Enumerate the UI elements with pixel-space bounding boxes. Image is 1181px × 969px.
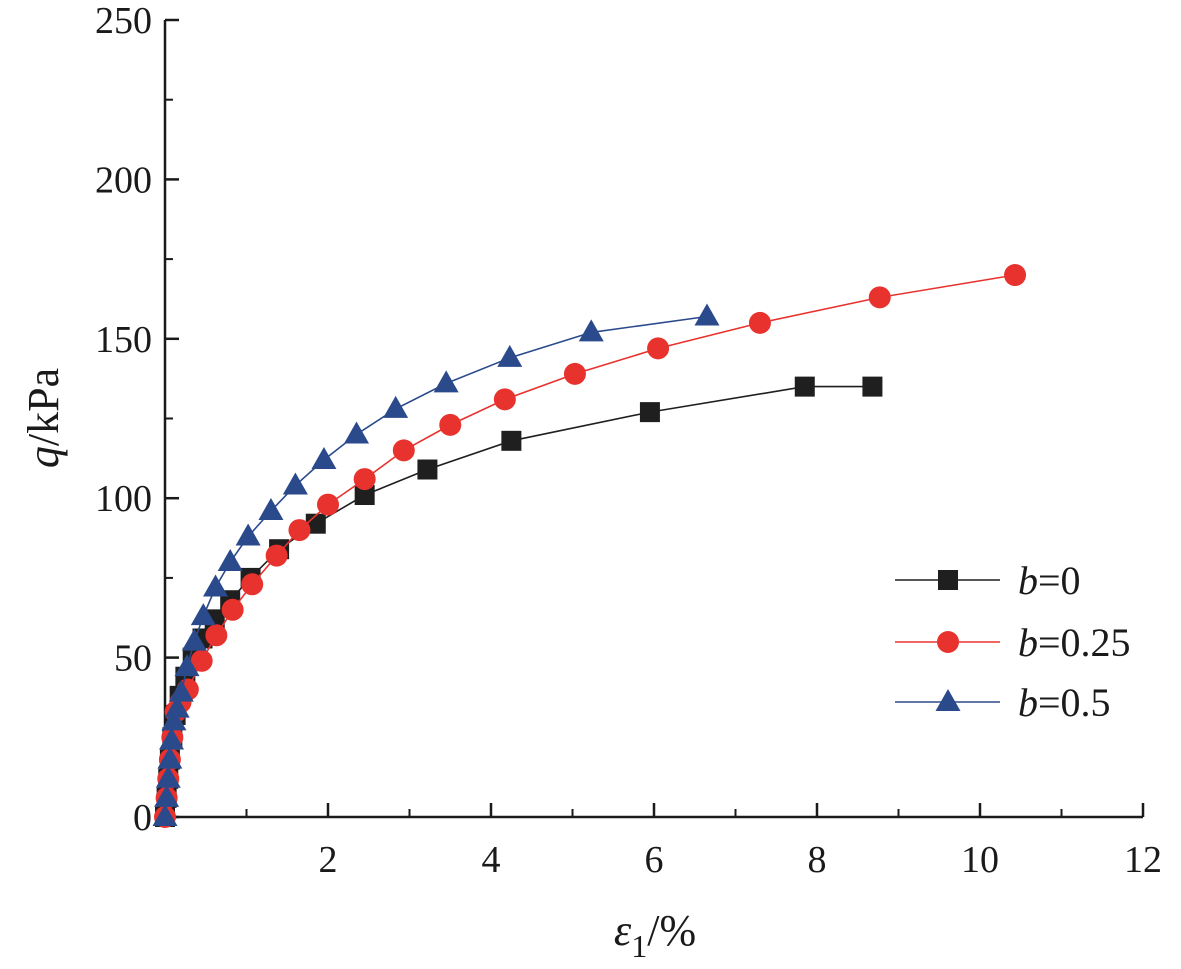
- series-layer: [152, 264, 1027, 828]
- legend-label-value: =0.5: [1038, 680, 1111, 725]
- data-point: [258, 497, 284, 520]
- data-point: [265, 544, 288, 567]
- y-tick-label: 100: [95, 478, 152, 520]
- data-point: [159, 727, 185, 750]
- svg-text:q/kPa: q/kPa: [19, 368, 68, 468]
- data-point: [235, 523, 261, 546]
- data-point: [311, 446, 337, 469]
- x-tick-label: 10: [961, 839, 999, 881]
- data-point: [154, 784, 180, 807]
- x-tick-label: 2: [319, 839, 338, 881]
- data-point: [161, 708, 187, 731]
- legend-label-value: =0.25: [1038, 620, 1131, 665]
- data-point: [282, 472, 308, 495]
- x-tick-label: 12: [1124, 839, 1162, 881]
- x-axis-subscript: 1: [631, 928, 647, 964]
- legend-label: b=0.5: [1018, 680, 1111, 725]
- data-point: [1004, 264, 1027, 287]
- data-point: [168, 679, 194, 702]
- x-tick-label: 4: [482, 839, 501, 881]
- data-point: [217, 548, 243, 571]
- x-axis-symbol: ε: [614, 906, 632, 955]
- data-point: [392, 439, 415, 462]
- data-point: [221, 598, 244, 621]
- legend-marker: [935, 689, 961, 711]
- x-tick-label: 8: [808, 839, 827, 881]
- y-axis-unit: /kPa: [19, 368, 68, 446]
- series-0: [155, 376, 883, 827]
- data-point: [417, 459, 438, 480]
- data-point: [305, 513, 326, 534]
- data-point: [868, 286, 891, 309]
- data-point: [205, 624, 228, 647]
- x-tick-label: 6: [645, 839, 664, 881]
- data-point: [353, 468, 376, 491]
- data-point: [439, 413, 462, 436]
- data-point: [497, 344, 523, 367]
- data-point: [493, 388, 516, 411]
- series-1: [154, 264, 1027, 828]
- data-point: [317, 493, 339, 516]
- y-tick-label: 150: [95, 319, 152, 361]
- data-point: [174, 654, 200, 677]
- legend-label-var: b: [1018, 620, 1038, 665]
- data-point: [190, 603, 216, 626]
- data-point: [862, 376, 883, 397]
- legend-marker: [937, 631, 959, 653]
- legend-item-2: b=0.5: [895, 680, 1111, 725]
- x-axis-title: ε1/%: [614, 906, 696, 964]
- axes: 0 50 100 150 200 250 2 4 6 8 10 12: [95, 0, 1162, 881]
- legend-label-var: b: [1018, 680, 1038, 725]
- series-line: [164, 385, 873, 818]
- data-point: [563, 362, 586, 385]
- legend-marker: [938, 570, 958, 590]
- data-point: [288, 519, 311, 542]
- series-2: [152, 303, 720, 826]
- y-axis-title: q/kPa: [19, 368, 68, 468]
- legend-item-1: b=0.25: [895, 620, 1131, 665]
- series-line: [164, 274, 1016, 818]
- data-point: [181, 628, 207, 651]
- data-point: [164, 695, 190, 718]
- data-point: [383, 395, 409, 418]
- data-point: [155, 765, 181, 788]
- data-point: [354, 485, 375, 506]
- y-tick-label: 50: [114, 638, 152, 680]
- data-point: [794, 376, 815, 397]
- y-axis-symbol: q: [19, 446, 68, 468]
- data-point: [241, 573, 264, 596]
- data-point: [203, 574, 229, 597]
- x-axis-unit: /%: [647, 906, 696, 955]
- legend-label-value: =0: [1038, 558, 1081, 603]
- legend-label: b=0: [1018, 558, 1081, 603]
- data-point: [694, 303, 720, 326]
- data-point: [157, 746, 183, 769]
- data-point: [190, 649, 213, 672]
- data-point: [501, 430, 522, 451]
- data-point: [647, 337, 670, 360]
- legend-item-0: b=0: [895, 558, 1081, 603]
- y-tick-label: 0: [133, 797, 152, 839]
- data-point: [433, 370, 459, 393]
- data-point: [344, 421, 370, 444]
- data-point: [152, 804, 178, 826]
- y-tick-label: 250: [95, 0, 152, 42]
- legend: b=0b=0.25b=0.5: [895, 558, 1131, 725]
- data-point: [578, 319, 604, 342]
- data-point: [639, 402, 660, 423]
- svg-text:ε1/%: ε1/%: [614, 906, 696, 964]
- legend-label: b=0.25: [1018, 620, 1131, 665]
- y-tick-label: 200: [95, 159, 152, 201]
- data-point: [748, 311, 771, 334]
- legend-label-var: b: [1018, 558, 1038, 603]
